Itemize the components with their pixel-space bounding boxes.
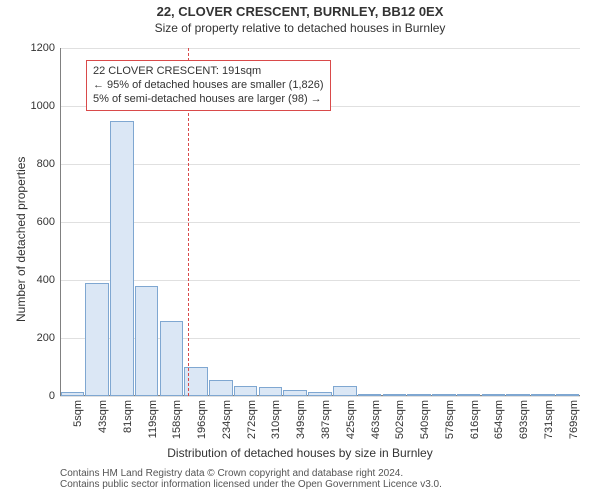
x-tick: 234sqm bbox=[221, 400, 233, 439]
bar bbox=[283, 390, 307, 396]
y-tick: 200 bbox=[37, 332, 60, 344]
bar bbox=[432, 394, 456, 396]
footer-line2: Contains public sector information licen… bbox=[60, 479, 442, 490]
bar bbox=[110, 121, 134, 397]
y-tick: 400 bbox=[37, 274, 60, 286]
bar bbox=[333, 386, 357, 396]
bar bbox=[457, 394, 481, 396]
x-tick: 272sqm bbox=[246, 400, 258, 439]
bar bbox=[308, 392, 332, 396]
bar bbox=[61, 392, 85, 396]
bar bbox=[556, 394, 580, 396]
bar bbox=[531, 394, 555, 396]
annotation-line: ← 95% of detached houses are smaller (1,… bbox=[93, 79, 324, 93]
annotation-line: 5% of semi-detached houses are larger (9… bbox=[93, 93, 324, 107]
histogram-chart: 22 CLOVER CRESCENT: 191sqm← 95% of detac… bbox=[60, 48, 580, 396]
annotation-box: 22 CLOVER CRESCENT: 191sqm← 95% of detac… bbox=[86, 60, 331, 111]
x-tick: 81sqm bbox=[122, 400, 134, 433]
title-line1: 22, CLOVER CRESCENT, BURNLEY, BB12 0EX bbox=[0, 4, 600, 19]
title-line2: Size of property relative to detached ho… bbox=[0, 21, 600, 35]
bar bbox=[234, 386, 258, 396]
bar bbox=[259, 387, 283, 396]
y-tick: 600 bbox=[37, 216, 60, 228]
chart-container: 22, CLOVER CRESCENT, BURNLEY, BB12 0EX S… bbox=[0, 0, 600, 500]
x-tick: 502sqm bbox=[394, 400, 406, 439]
x-tick: 119sqm bbox=[147, 400, 159, 438]
x-tick: 196sqm bbox=[196, 400, 208, 439]
bar bbox=[160, 321, 184, 396]
x-tick: 425sqm bbox=[345, 400, 357, 439]
x-tick: 310sqm bbox=[270, 400, 282, 439]
y-tick: 800 bbox=[37, 158, 60, 170]
x-tick: 158sqm bbox=[171, 400, 183, 439]
x-tick: 349sqm bbox=[295, 400, 307, 439]
bar bbox=[209, 380, 233, 396]
footer-line1: Contains HM Land Registry data © Crown c… bbox=[60, 468, 442, 479]
bar bbox=[383, 394, 407, 396]
y-axis-label: Number of detached properties bbox=[14, 157, 28, 322]
bar bbox=[482, 394, 506, 396]
x-tick: 463sqm bbox=[370, 400, 382, 439]
y-tick: 1200 bbox=[31, 42, 60, 54]
x-axis-label: Distribution of detached houses by size … bbox=[0, 446, 600, 460]
annotation-line: 22 CLOVER CRESCENT: 191sqm bbox=[93, 65, 324, 79]
x-tick: 540sqm bbox=[419, 400, 431, 439]
x-tick: 387sqm bbox=[320, 400, 332, 439]
x-tick: 43sqm bbox=[97, 400, 109, 433]
x-tick: 731sqm bbox=[543, 400, 555, 439]
bar bbox=[85, 283, 109, 396]
bar bbox=[407, 394, 431, 396]
y-tick: 1000 bbox=[31, 100, 60, 112]
x-tick: 769sqm bbox=[568, 400, 580, 439]
y-tick: 0 bbox=[49, 390, 60, 402]
bar bbox=[506, 394, 530, 396]
gridline bbox=[60, 396, 580, 397]
x-tick: 616sqm bbox=[469, 400, 481, 439]
x-tick: 5sqm bbox=[72, 400, 84, 427]
x-tick: 654sqm bbox=[493, 400, 505, 439]
x-tick: 578sqm bbox=[444, 400, 456, 439]
bar bbox=[135, 286, 159, 396]
bar bbox=[358, 394, 382, 396]
x-tick: 693sqm bbox=[518, 400, 530, 439]
footer-text: Contains HM Land Registry data © Crown c… bbox=[60, 468, 442, 490]
